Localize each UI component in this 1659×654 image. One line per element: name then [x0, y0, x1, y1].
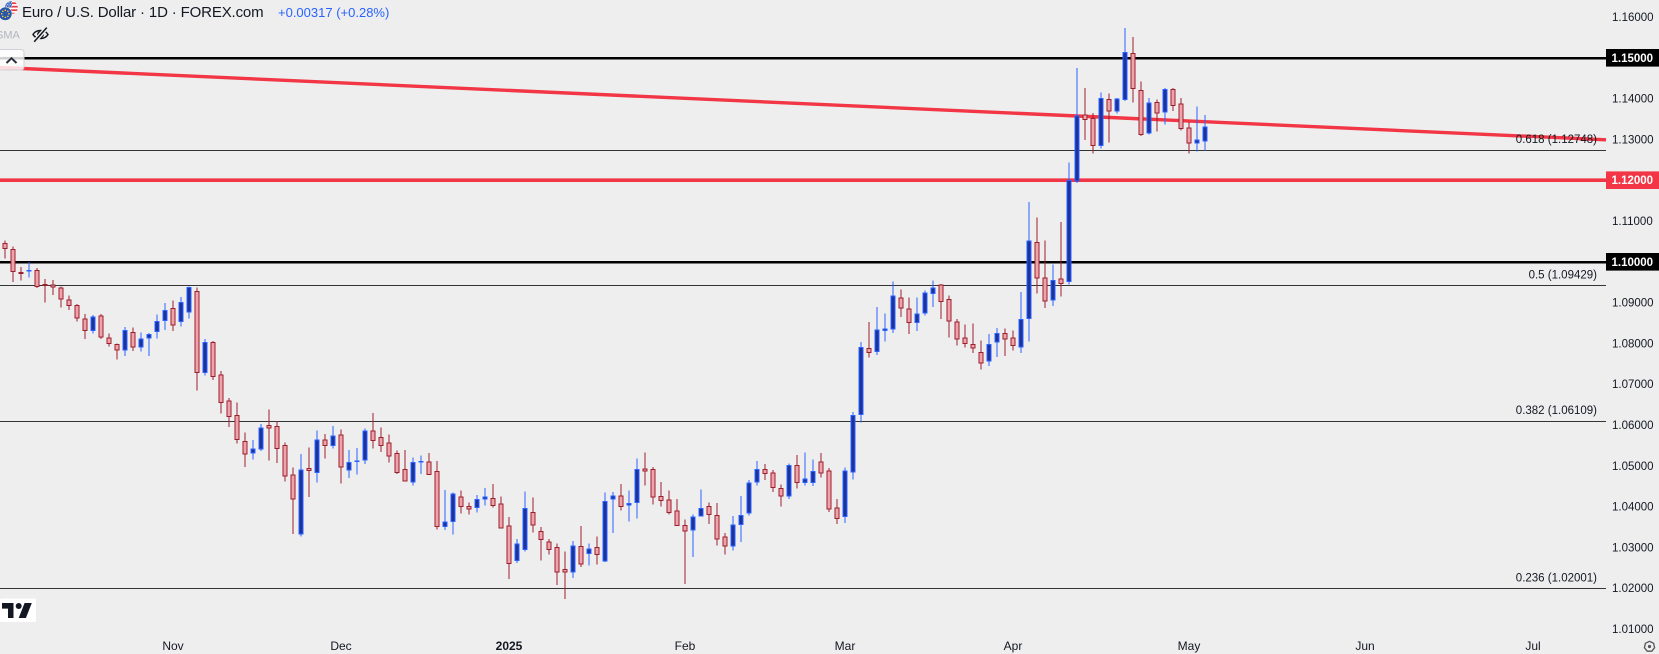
svg-text:1.03000: 1.03000 [1612, 542, 1654, 554]
svg-text:1.01000: 1.01000 [1612, 624, 1654, 636]
svg-text:Apr: Apr [1004, 639, 1023, 653]
svg-text:0.236 (1.02001): 0.236 (1.02001) [1516, 573, 1597, 585]
svg-text:1.12000: 1.12000 [1612, 175, 1654, 187]
svg-text:Euro / U.S. Dollar · 1D · FORE: Euro / U.S. Dollar · 1D · FOREX.com [22, 4, 263, 21]
svg-text:Jun: Jun [1355, 639, 1374, 653]
svg-text:0.5 (1.09429): 0.5 (1.09429) [1529, 270, 1598, 282]
svg-text:1.05000: 1.05000 [1612, 461, 1654, 473]
svg-text:1.09000: 1.09000 [1612, 298, 1654, 310]
svg-text:1.10000: 1.10000 [1612, 257, 1654, 269]
svg-text:Feb: Feb [675, 639, 696, 653]
svg-text:1.11000: 1.11000 [1612, 216, 1653, 228]
svg-text:1.16000: 1.16000 [1612, 12, 1654, 24]
svg-text:2025: 2025 [496, 639, 523, 653]
svg-text:SMA: SMA [0, 30, 21, 42]
svg-text:0.382 (1.06109): 0.382 (1.06109) [1516, 405, 1597, 417]
svg-text:0.618 (1.12748): 0.618 (1.12748) [1516, 134, 1597, 146]
svg-text:1.08000: 1.08000 [1612, 338, 1654, 350]
svg-text:1.02000: 1.02000 [1612, 583, 1654, 595]
svg-text:1.06000: 1.06000 [1612, 420, 1654, 432]
svg-text:1.13000: 1.13000 [1612, 134, 1654, 146]
svg-text:Mar: Mar [835, 639, 856, 653]
svg-text:Dec: Dec [330, 639, 351, 653]
svg-text:1.07000: 1.07000 [1612, 379, 1654, 391]
svg-text:1.14000: 1.14000 [1612, 94, 1654, 106]
svg-text:May: May [1178, 639, 1201, 653]
svg-text:Jul: Jul [1525, 639, 1540, 653]
svg-text:1.15000: 1.15000 [1612, 53, 1654, 65]
svg-text:+0.00317 (+0.28%): +0.00317 (+0.28%) [278, 5, 389, 20]
svg-text:1.04000: 1.04000 [1612, 502, 1654, 514]
svg-text:Nov: Nov [162, 639, 183, 653]
